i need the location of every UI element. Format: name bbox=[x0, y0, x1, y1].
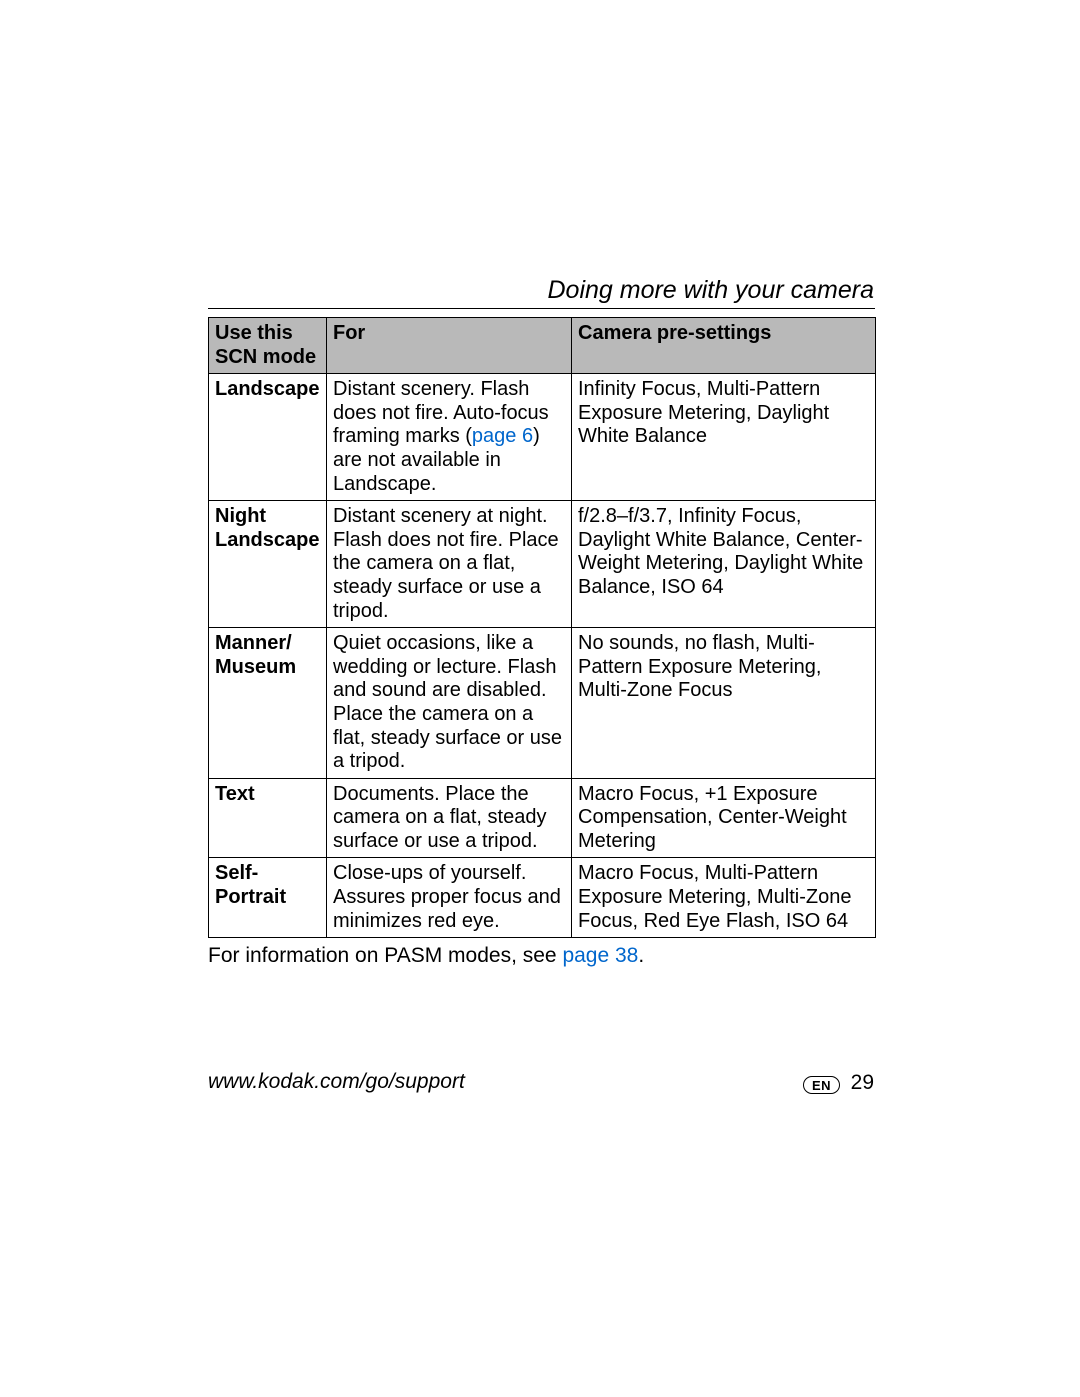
table-row: Night Landscape Distant scenery at night… bbox=[209, 501, 876, 628]
pasm-footnote: For information on PASM modes, see page … bbox=[208, 944, 644, 968]
col-header-settings: Camera pre-settings bbox=[572, 318, 876, 374]
header-rule bbox=[208, 308, 875, 309]
mode-for: Quiet occasions, like a wedding or lectu… bbox=[327, 628, 572, 779]
table-row: Landscape Distant scenery. Flash does no… bbox=[209, 374, 876, 501]
mode-for: Distant scenery. Flash does not fire. Au… bbox=[327, 374, 572, 501]
table-row: Text Documents. Place the camera on a fl… bbox=[209, 778, 876, 858]
mode-settings: No sounds, no flash, Multi-Pattern Expos… bbox=[572, 628, 876, 779]
footer-url[interactable]: www.kodak.com/go/support bbox=[208, 1070, 465, 1094]
table-row: Manner/ Museum Quiet occasions, like a w… bbox=[209, 628, 876, 779]
table-header-row: Use this SCN mode For Camera pre-setting… bbox=[209, 318, 876, 374]
scn-mode-table-wrap: Use this SCN mode For Camera pre-setting… bbox=[208, 317, 875, 938]
col-header-mode: Use this SCN mode bbox=[209, 318, 327, 374]
mode-name: Self-Portrait bbox=[209, 858, 327, 938]
mode-for: Distant scenery at night. Flash does not… bbox=[327, 501, 572, 628]
page-link[interactable]: page 6 bbox=[472, 425, 533, 447]
page-link[interactable]: page 38 bbox=[562, 944, 638, 967]
mode-settings: Macro Focus, Multi-Pattern Exposure Mete… bbox=[572, 858, 876, 938]
page: Doing more with your camera Use this SCN… bbox=[0, 0, 1080, 1397]
mode-name: Night Landscape bbox=[209, 501, 327, 628]
mode-name: Text bbox=[209, 778, 327, 858]
section-title: Doing more with your camera bbox=[547, 276, 874, 305]
mode-settings: f/2.8–f/3.7, Infinity Focus, Daylight Wh… bbox=[572, 501, 876, 628]
mode-name: Manner/ Museum bbox=[209, 628, 327, 779]
mode-for: Documents. Place the camera on a flat, s… bbox=[327, 778, 572, 858]
page-number: 29 bbox=[851, 1071, 874, 1095]
mode-name: Landscape bbox=[209, 374, 327, 501]
footnote-pre: For information on PASM modes, see bbox=[208, 944, 562, 967]
mode-settings: Macro Focus, +1 Exposure Compensation, C… bbox=[572, 778, 876, 858]
scn-mode-table: Use this SCN mode For Camera pre-setting… bbox=[208, 317, 876, 938]
table-row: Self-Portrait Close-ups of yourself. Ass… bbox=[209, 858, 876, 938]
col-header-for: For bbox=[327, 318, 572, 374]
language-badge: EN bbox=[803, 1076, 840, 1094]
mode-settings: Infinity Focus, Multi-Pattern Exposure M… bbox=[572, 374, 876, 501]
footnote-post: . bbox=[638, 944, 644, 967]
mode-for: Close-ups of yourself. Assures proper fo… bbox=[327, 858, 572, 938]
